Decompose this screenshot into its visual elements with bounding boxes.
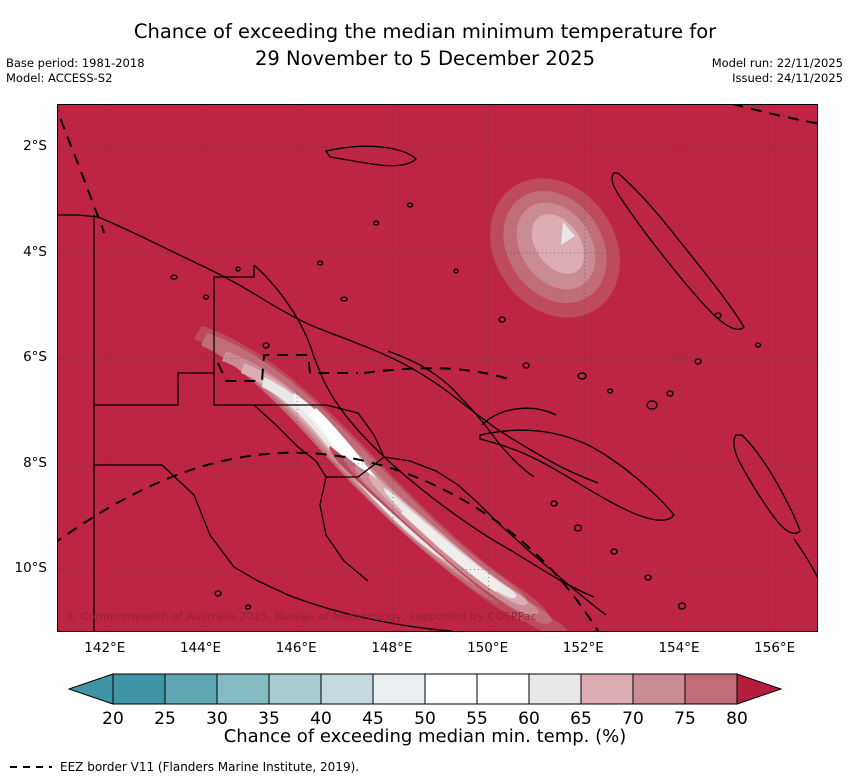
colorbar-tick-label: 50 — [414, 709, 436, 728]
contour-se-peninsula — [329, 446, 568, 631]
colorbar-tick-label: 35 — [258, 709, 280, 728]
issued-text: Issued: 24/11/2025 — [732, 71, 843, 85]
ytick-label: 4°S — [23, 243, 47, 260]
base-period-text: Base period: 1981-2018 — [6, 56, 145, 70]
colorbar-tick-label: 75 — [674, 709, 696, 728]
map-plot: © Commonwealth of Australia 2025, Bureau… — [15, 104, 818, 656]
ytick-label: 8°S — [23, 454, 47, 471]
xtick-label: 154°E — [658, 640, 700, 656]
colorbar-title: Chance of exceeding median min. temp. (%… — [223, 726, 627, 747]
xtick-label: 156°E — [754, 640, 796, 656]
colorbar-tick-label: 55 — [466, 709, 488, 728]
coastline-layer — [58, 145, 817, 631]
colorbar-tick-label: 40 — [310, 709, 332, 728]
ytick-label: 2°S — [23, 138, 47, 155]
ytick-label: 6°S — [23, 349, 47, 366]
colorbar-tick-label: 45 — [362, 709, 384, 728]
ytick-label: 10°S — [14, 560, 48, 577]
colorbar-svg: 20 25 30 35 40 45 50 55 60 65 70 75 80 — [67, 673, 783, 728]
header-left-metadata: Base period: 1981-2018 Model: ACCESS-S2 — [6, 56, 145, 86]
colorbar-tick-label: 70 — [622, 709, 644, 728]
xtick-label: 146°E — [275, 640, 317, 656]
xtick-label: 152°E — [562, 640, 604, 656]
map-gridlines — [58, 105, 817, 631]
xtick-label: 148°E — [371, 640, 413, 656]
map-canvas — [58, 105, 817, 631]
eez-footnote-text: EEZ border V11 (Flanders Marine Institut… — [60, 760, 360, 774]
eez-footnote: EEZ border V11 (Flanders Marine Institut… — [8, 760, 359, 774]
colorbar-tick-label: 30 — [206, 709, 228, 728]
colorbar-tick-label: 60 — [518, 709, 540, 728]
contour-new-britain — [490, 178, 620, 318]
model-text: Model: ACCESS-S2 — [6, 71, 113, 85]
colorbar: 20 25 30 35 40 45 50 55 60 65 70 75 80 — [0, 672, 850, 732]
page-title: Chance of exceeding the median minimum t… — [0, 18, 850, 72]
title-line-2: 29 November to 5 December 2025 — [255, 47, 595, 70]
colorbar-tick-label: 65 — [570, 709, 592, 728]
map-credit: © Commonwealth of Australia 2025, Bureau… — [66, 610, 537, 623]
map-frame: © Commonwealth of Australia 2025, Bureau… — [57, 104, 818, 632]
header-right-metadata: Model run: 22/11/2025 Issued: 24/11/2025 — [712, 56, 843, 86]
eez-border — [58, 105, 817, 631]
xtick-label: 142°E — [84, 640, 126, 656]
model-run-text: Model run: 22/11/2025 — [711, 56, 843, 70]
colorbar-tick-label: 25 — [154, 709, 176, 728]
colorbar-tick-label: 20 — [102, 709, 124, 728]
dashed-line-icon — [10, 766, 52, 768]
title-line-1: Chance of exceeding the median minimum t… — [133, 20, 717, 43]
xtick-label: 150°E — [467, 640, 509, 656]
colorbar-tick-label: 80 — [726, 709, 748, 728]
xtick-label: 144°E — [179, 640, 222, 656]
